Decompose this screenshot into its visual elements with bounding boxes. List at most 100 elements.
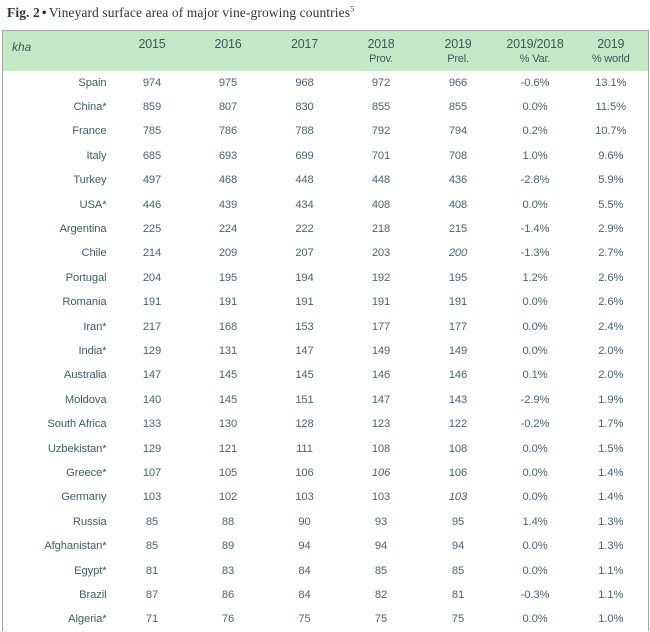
- value-cell: 122: [448, 418, 468, 431]
- value-cell: 10.7%: [595, 125, 627, 138]
- value-cell: 1.5%: [598, 442, 624, 455]
- value-cell: 191: [371, 296, 391, 309]
- table-row: Iran* 217 168 153 177 177 0.0% 2.4%: [2, 314, 649, 339]
- value-cell: 1.9%: [598, 393, 624, 406]
- value-cell: 145: [218, 369, 238, 382]
- value-cell: 1.4%: [522, 515, 548, 528]
- value-cell: 195: [448, 271, 468, 284]
- value-cell: 84: [298, 588, 311, 601]
- value-cell: 123: [371, 418, 391, 431]
- figure-title: Fig. 2 • Vineyard surface area of major vi…: [7, 5, 354, 21]
- country-cell: Turkey: [73, 174, 107, 187]
- country-cell: Germany: [61, 491, 107, 504]
- value-cell: 129: [142, 442, 162, 455]
- table-row: Turkey 497 468 448 448 436 -2.8% 5.9%: [2, 168, 649, 193]
- value-cell: 5.5%: [598, 198, 624, 211]
- value-cell: 436: [448, 174, 468, 187]
- vineyard-table-container: kha 2015 2016 2017 2018 Prov. 2019 Prel. 2…: [2, 30, 649, 632]
- value-cell: 434: [295, 198, 314, 211]
- country-cell: Egypt*: [74, 564, 107, 577]
- footnote-marker: 5: [350, 4, 355, 14]
- value-cell: 76: [221, 613, 235, 626]
- value-cell: 82: [374, 588, 388, 601]
- value-cell: 807: [218, 101, 238, 114]
- value-cell: 1.1%: [598, 588, 624, 601]
- col-header-world-share: 2019% world: [591, 37, 630, 66]
- value-cell: 693: [218, 149, 238, 162]
- col-header-2018-prov: 2018 Prov.: [367, 37, 395, 66]
- value-cell: 448: [295, 174, 314, 187]
- col-header-variation: 2019/2018% Var.: [506, 37, 564, 66]
- table-row: Moldova 140 145 151 147 143 -2.9% 1.9%: [2, 387, 649, 412]
- value-cell: 85: [145, 515, 159, 528]
- country-cell: Chile: [81, 247, 107, 260]
- value-cell: 0.0%: [522, 198, 548, 211]
- value-cell: 1.3%: [598, 515, 624, 528]
- value-cell: 103: [295, 491, 314, 504]
- value-cell: 1.4%: [598, 466, 624, 479]
- value-cell: 103: [371, 491, 391, 504]
- value-cell: 147: [371, 393, 391, 406]
- value-cell: 224: [218, 223, 238, 236]
- value-cell: 106: [295, 466, 314, 479]
- value-cell: 0.0%: [522, 296, 548, 309]
- value-cell: 859: [142, 101, 162, 114]
- value-cell: 94: [374, 540, 388, 553]
- value-cell: 146: [371, 369, 391, 382]
- title-bullet: •: [41, 5, 47, 20]
- value-cell: 85: [451, 564, 465, 577]
- value-cell: 75: [298, 613, 311, 626]
- table-row: Romania 191 191 191 191 191 0.0% 2.6%: [2, 290, 649, 315]
- table-row: Germany 103 102 103 103 103 0.0% 1.4%: [2, 485, 649, 510]
- table-row: Argentina 225 224 222 218 215 -1.4% 2.9%: [2, 216, 649, 242]
- country-cell: France: [72, 125, 107, 138]
- value-cell: 203: [371, 247, 391, 260]
- value-cell: 1.0%: [598, 613, 624, 626]
- table-row: South Africa 133 130 128 123 122 -0.2% 1.7%: [2, 411, 649, 437]
- value-cell: 95: [451, 515, 465, 528]
- value-cell: 145: [295, 369, 314, 382]
- value-cell: 84: [298, 564, 311, 577]
- value-cell: 85: [374, 564, 388, 577]
- value-cell: 81: [145, 564, 159, 577]
- country-cell: India*: [78, 344, 107, 357]
- value-cell: 0.0%: [522, 564, 548, 577]
- value-cell: 2.0%: [598, 369, 624, 382]
- value-cell: 1.0%: [522, 149, 548, 162]
- value-cell: 121: [218, 442, 238, 455]
- value-cell: 191: [218, 296, 238, 309]
- table-row: Russia 85 88 90 93 95 1.4% 1.3%: [2, 509, 649, 534]
- value-cell: 13.1%: [595, 76, 627, 89]
- value-cell: 968: [295, 76, 314, 89]
- table-row: Brazil 87 86 84 82 81 -0.3% 1.1%: [2, 582, 649, 608]
- table-row: Egypt* 81 83 84 85 85 0.0% 1.1%: [2, 558, 649, 583]
- value-cell: 214: [142, 247, 162, 260]
- vineyard-surface-table: kha 2015 2016 2017 2018 Prov. 2019 Prel. 2…: [2, 30, 649, 632]
- value-cell: 966: [448, 76, 468, 89]
- value-cell: 83: [221, 564, 235, 577]
- value-cell: 85: [145, 540, 159, 553]
- table-row: Spain 974 975 968 972 966 -0.6% 13.1%: [2, 70, 649, 95]
- value-cell: 209: [218, 247, 238, 260]
- value-cell: 408: [448, 198, 468, 211]
- value-cell: -1.3%: [520, 247, 550, 260]
- value-cell: 207: [295, 247, 314, 260]
- value-cell: 147: [142, 369, 162, 382]
- value-cell: 140: [142, 393, 162, 406]
- table-row: Australia 147 145 145 146 146 0.1% 2.0%: [2, 363, 649, 388]
- table-row: Italy 685 693 699 701 708 1.0% 9.6%: [2, 143, 649, 169]
- country-cell: China*: [73, 101, 107, 114]
- country-cell: Iran*: [83, 320, 107, 333]
- value-cell: 106: [371, 466, 391, 479]
- value-cell: 133: [142, 418, 162, 431]
- value-cell: 153: [295, 320, 314, 333]
- table-row: China* 859 807 830 855 855 0.0% 11.5%: [2, 94, 649, 120]
- value-cell: 111: [296, 442, 313, 455]
- value-cell: 103: [448, 491, 468, 504]
- value-cell: 200: [448, 247, 468, 260]
- table-row: France 785 786 788 792 794 0.2% 10.7%: [2, 119, 649, 144]
- table-header: kha 2015 2016 2017 2018 Prov. 2019 Prel. 2…: [2, 30, 649, 71]
- value-cell: 146: [448, 369, 468, 382]
- value-cell: 446: [142, 198, 162, 211]
- value-cell: 1.3%: [598, 540, 624, 553]
